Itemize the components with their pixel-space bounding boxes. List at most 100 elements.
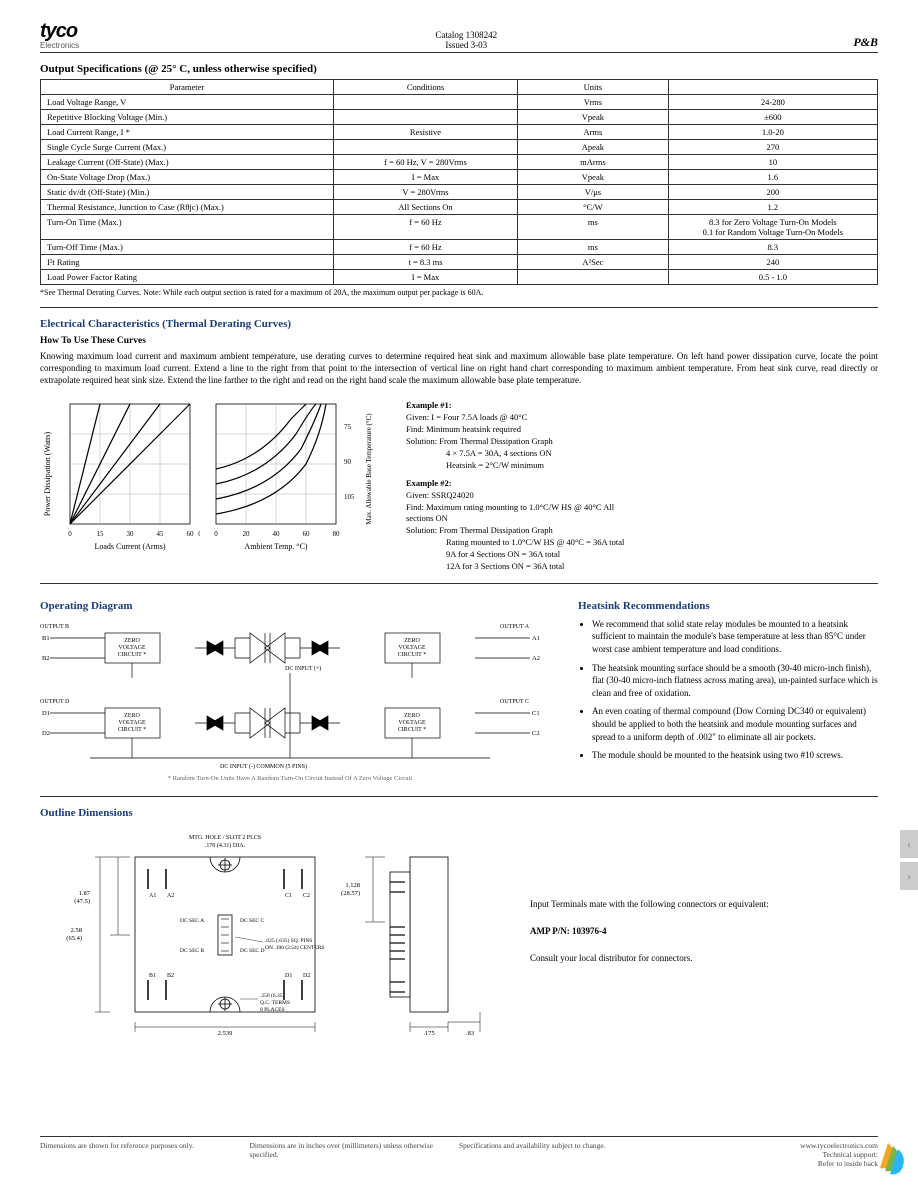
table-row: On-State Voltage Drop (Max.)I = MaxVpeak… <box>41 170 878 185</box>
svg-text:OUTPUT B: OUTPUT B <box>40 624 69 630</box>
outline-drawing: MTG. HOLE / SLOT 2 PLCS .170 (4.31) DIA.… <box>40 827 500 1037</box>
svg-text:20: 20 <box>243 530 251 538</box>
svg-text:A1: A1 <box>149 893 156 899</box>
list-item: An even coating of thermal compound (Dow… <box>592 705 878 743</box>
svg-text:40: 40 <box>273 530 281 538</box>
svg-text:B1: B1 <box>149 973 156 979</box>
ex2-l7: 12A for 3 Sections ON = 36A total <box>406 561 624 573</box>
svg-text:80: 80 <box>333 530 341 538</box>
svg-text:60: 60 <box>303 530 311 538</box>
outline-title: Outline Dimensions <box>40 807 878 819</box>
heatsink-title: Heatsink Recommendations <box>578 600 878 612</box>
svg-text:(47.5): (47.5) <box>74 898 90 905</box>
svg-text:VOLTAGE: VOLTAGE <box>118 645 146 651</box>
svg-text:2.58: 2.58 <box>71 927 82 934</box>
svg-text:1.128: 1.128 <box>345 882 360 889</box>
table-row: Turn-Off Time (Max.)f = 60 Hzms8.3 <box>41 240 878 255</box>
ex1-l3: Solution: From Thermal Dissipation Graph <box>406 436 624 448</box>
svg-text:DC SEC B: DC SEC B <box>180 948 204 954</box>
header-center: Catalog 1308242 Issued 3-03 <box>79 30 853 50</box>
heatsink-list: We recommend that solid state relay modu… <box>578 618 878 762</box>
svg-text:.250 (6.35): .250 (6.35) <box>260 992 284 999</box>
howto-title: How To Use These Curves <box>40 336 878 346</box>
svg-text:(65.4): (65.4) <box>66 935 82 942</box>
svg-text:B2: B2 <box>42 655 50 662</box>
svg-text:DC SEC A: DC SEC A <box>180 918 204 924</box>
table-row: Repetitive Blocking Voltage (Min.)Vpeak±… <box>41 110 878 125</box>
ex2-l5: Rating mounted to 1.0°C/W HS @ 40°C = 36… <box>406 537 624 549</box>
op-heatsink-row: Operating Diagram ZERO VOLTAGE CIRCUIT * <box>40 594 878 786</box>
svg-text:ZERO: ZERO <box>124 638 140 644</box>
svg-text:B1: B1 <box>42 635 50 642</box>
svg-text:A1: A1 <box>532 635 540 642</box>
elec-title: Electrical Characteristics (Thermal Dera… <box>40 318 878 330</box>
ex1-l1: Given: I = Four 7.5A loads @ 40°C <box>406 412 624 424</box>
svg-text:8 PLACES: 8 PLACES <box>260 1007 285 1013</box>
svg-text:.170 (4.31) DIA.: .170 (4.31) DIA. <box>205 842 246 849</box>
divider <box>40 307 878 308</box>
opdiag-caption: * Random Turn-On Units Have A Random Tur… <box>168 775 412 782</box>
spec-th <box>668 80 877 95</box>
svg-text:A2: A2 <box>532 655 540 662</box>
page-prev[interactable]: ‹ <box>900 830 918 858</box>
operating-diagram: ZERO VOLTAGE CIRCUIT * <box>40 618 540 783</box>
ex2-l3: sections ON <box>406 513 624 525</box>
footer-c4: www.tycoelectronics.com Technical suppor… <box>669 1141 879 1168</box>
svg-text:C2: C2 <box>303 893 310 899</box>
svg-text:45: 45 <box>157 530 165 538</box>
ex1-l4: 4 × 7.5A = 30A, 4 sections ON <box>406 448 624 460</box>
list-item: We recommend that solid state relay modu… <box>592 618 878 656</box>
svg-text:D2: D2 <box>42 730 50 737</box>
chart1-ylabel: Power Dissipation (Watts) <box>43 432 52 517</box>
svg-text:CIRCUIT *: CIRCUIT * <box>118 652 146 658</box>
spec-th: Parameter <box>41 80 334 95</box>
page-next[interactable]: › <box>900 862 918 890</box>
svg-text:2.539: 2.539 <box>218 1030 233 1037</box>
svg-text:(28.57): (28.57) <box>341 890 360 897</box>
ex2-l2: Find: Maximum rating mounting to 1.0°C/W… <box>406 502 624 514</box>
table-row: Leakage Current (Off-State) (Max.)f = 60… <box>41 155 878 170</box>
svg-text:Q.C. TERMS: Q.C. TERMS <box>260 1000 290 1006</box>
table-row: Single Cycle Surge Current (Max.)Apeak27… <box>41 140 878 155</box>
logo-block: tyco Electronics <box>40 20 79 50</box>
svg-text:D1: D1 <box>285 973 292 979</box>
ex2-l4: Solution: From Thermal Dissipation Graph <box>406 525 624 537</box>
svg-text:C1: C1 <box>532 710 540 717</box>
svg-text:1.87: 1.87 <box>79 890 91 897</box>
heatsink-col: Heatsink Recommendations We recommend th… <box>578 594 878 786</box>
spec-th: Units <box>518 80 669 95</box>
svg-text:.83: .83 <box>466 1030 474 1037</box>
svg-text:15: 15 <box>97 530 105 538</box>
footer-c2: Dimensions are in inches over (millimete… <box>250 1141 460 1168</box>
outline-t3: Consult your local distributor for conne… <box>530 952 769 966</box>
logo: tyco <box>40 20 79 43</box>
svg-text:60: 60 <box>187 530 195 538</box>
logo-sub: Electronics <box>40 41 79 50</box>
svg-text:C1: C1 <box>285 893 292 899</box>
svg-text:B2: B2 <box>167 973 174 979</box>
page-nav: ‹ › <box>900 830 918 890</box>
spec-th: Conditions <box>333 80 517 95</box>
svg-text:75: 75 <box>344 423 352 431</box>
table-row: Load Current Range, I *ResistiveArms1.0-… <box>41 125 878 140</box>
operating-diagram-col: Operating Diagram ZERO VOLTAGE CIRCUIT * <box>40 594 558 786</box>
svg-text:.175: .175 <box>423 1030 434 1037</box>
svg-text:OUTPUT D: OUTPUT D <box>40 699 70 705</box>
footer-c1: Dimensions are shown for reference purpo… <box>40 1141 250 1168</box>
outline-t1: Input Terminals mate with the following … <box>530 898 769 912</box>
svg-text:C2: C2 <box>532 730 540 737</box>
outline-t2: AMP P/N: 103976-4 <box>530 925 769 939</box>
svg-text:105: 105 <box>344 493 355 501</box>
svg-text:90: 90 <box>344 458 352 466</box>
svg-text:ON .100 (2.54) CENTERS: ON .100 (2.54) CENTERS <box>265 944 324 951</box>
opdiag-title: Operating Diagram <box>40 600 558 612</box>
chart1-xlabel: Loads Current (Arms) <box>94 542 165 551</box>
page-header: tyco Electronics Catalog 1308242 Issued … <box>40 20 878 53</box>
spec-note: *See Thermal Derating Curves. Note: Whil… <box>40 288 878 297</box>
divider <box>40 583 878 584</box>
outline-text: Input Terminals mate with the following … <box>530 898 769 966</box>
ambient-temp-chart: 020406080 7590105 Ambient Temp. °C) Max.… <box>206 394 386 554</box>
svg-text:30: 30 <box>127 530 135 538</box>
table-row: Thermal Resistance, Junction to Case (Rθ… <box>41 200 878 215</box>
list-item: The heatsink mounting surface should be … <box>592 662 878 700</box>
